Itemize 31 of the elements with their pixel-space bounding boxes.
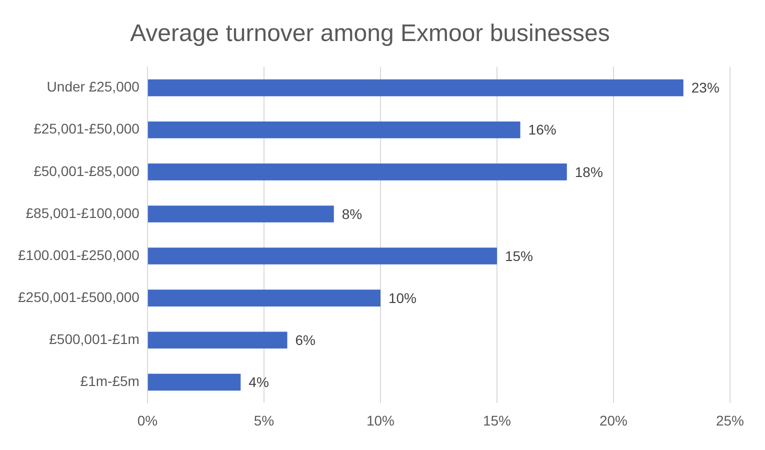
x-tick-label: 20% bbox=[599, 412, 628, 428]
bar bbox=[148, 248, 497, 264]
y-tick-label: £25,001-£50,000 bbox=[34, 120, 140, 137]
bar bbox=[148, 164, 567, 180]
y-tick-label: Under £25,000 bbox=[46, 78, 140, 95]
data-label: 16% bbox=[528, 122, 556, 138]
bar bbox=[148, 374, 241, 391]
data-label: 8% bbox=[342, 206, 362, 222]
data-label: 10% bbox=[388, 290, 416, 306]
x-tick-label: 10% bbox=[366, 412, 394, 428]
y-tick-label: £250,001-£500,000 bbox=[18, 288, 140, 305]
data-label: 15% bbox=[504, 248, 534, 264]
y-tick-label: £500,001-£1m bbox=[49, 330, 140, 347]
x-tick-label: 5% bbox=[254, 412, 274, 428]
bar bbox=[148, 332, 288, 349]
y-tick-label: £50,001-£85,000 bbox=[34, 162, 140, 179]
bar bbox=[148, 121, 520, 138]
y-tick-label: £1m-£5m bbox=[80, 373, 140, 390]
data-label: 23% bbox=[691, 80, 720, 96]
data-label: 4% bbox=[248, 374, 269, 390]
y-tick-label: £85,001-£100,000 bbox=[26, 204, 140, 221]
x-tick-label: 0% bbox=[137, 412, 158, 428]
data-label: 6% bbox=[295, 332, 316, 348]
x-tick-label: 15% bbox=[482, 412, 511, 428]
y-tick-label: £100.001-£250,000 bbox=[18, 246, 140, 263]
bar bbox=[148, 79, 684, 96]
chart-title: Average turnover among Exmoor businesses bbox=[130, 20, 610, 48]
x-tick-label: 25% bbox=[716, 412, 744, 428]
data-label: 18% bbox=[574, 164, 603, 180]
bar bbox=[148, 290, 380, 306]
bar bbox=[148, 206, 334, 222]
